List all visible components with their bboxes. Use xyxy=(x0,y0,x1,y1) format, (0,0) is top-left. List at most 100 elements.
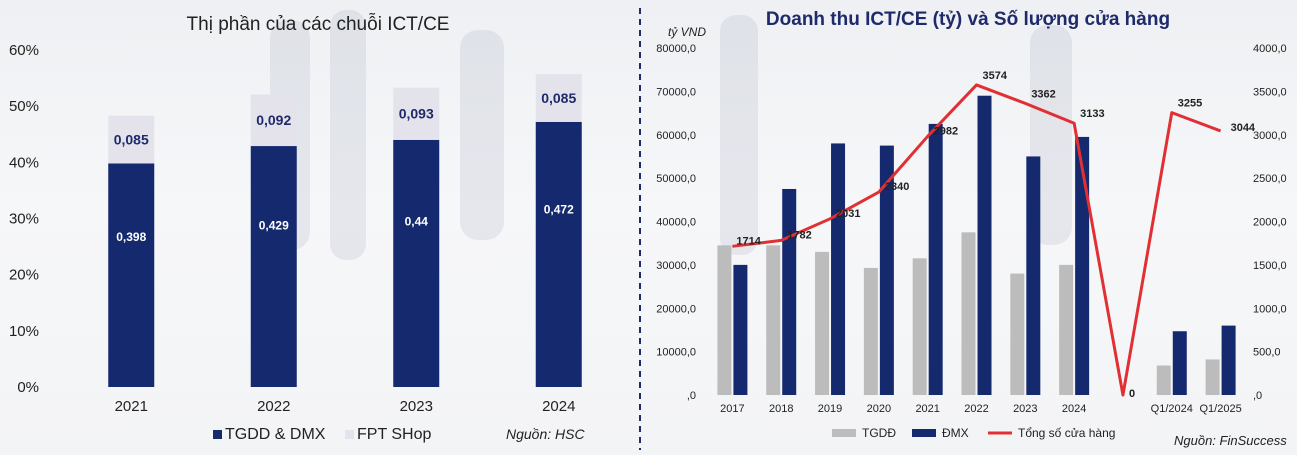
bar-tgdd xyxy=(912,258,927,395)
y-right-tick-label: 2500,0 xyxy=(1253,173,1287,185)
line-store-count xyxy=(732,83,1222,397)
data-label-store-count: 3574 xyxy=(983,70,1008,82)
x-tick-label: 2022 xyxy=(257,398,290,415)
y-right-tick-label: 3500,0 xyxy=(1253,86,1287,98)
legend-swatch-dmx xyxy=(912,429,936,437)
bar-tgdd-dmx xyxy=(250,146,297,387)
y-right-tick-label: ,0 xyxy=(1253,390,1262,402)
x-tick-label: 2021 xyxy=(915,403,939,415)
x-tick-label: 2017 xyxy=(720,403,744,415)
y-left-tick-label: 10000,0 xyxy=(656,347,696,359)
bar-tgdd xyxy=(717,245,732,395)
source-note: Nguồn: FinSuccess xyxy=(1174,433,1287,448)
y-left-tick-label: ,0 xyxy=(687,390,696,402)
data-label-store-count: 3044 xyxy=(1231,122,1256,134)
x-tick-label: 2024 xyxy=(1062,403,1086,415)
y-left-tick-label: 50000,0 xyxy=(656,173,696,185)
bar-tgdd-dmx xyxy=(108,163,155,387)
x-tick-label: 2022 xyxy=(964,403,988,415)
bar-tgdd xyxy=(1205,359,1220,395)
source-note: Nguồn: HSC xyxy=(506,426,585,442)
bar-dmx xyxy=(733,264,748,395)
bar-dmx xyxy=(1172,331,1187,395)
data-label-store-count: 3362 xyxy=(1031,88,1055,100)
legend-label-tgdd: TGDĐ xyxy=(862,426,896,440)
bar-fpt-shop xyxy=(535,74,582,122)
left-axis-unit: tỷ VND xyxy=(668,25,706,39)
legend-label-tgdd-dmx: TGDD & DMX xyxy=(225,426,326,443)
bar-tgdd-dmx xyxy=(393,139,440,387)
bar-tgdd xyxy=(1156,365,1171,395)
y-tick-label: 40% xyxy=(9,154,39,171)
y-right-tick-label: 500,0 xyxy=(1253,347,1281,359)
bar-tgdd-dmx xyxy=(535,121,582,387)
x-tick-label: 2024 xyxy=(542,398,575,415)
legend-swatch-fpt-shop xyxy=(345,430,354,439)
x-tick-label: 2018 xyxy=(769,403,793,415)
bar-dmx xyxy=(1075,136,1090,395)
y-tick-label: 30% xyxy=(9,211,39,228)
x-tick-label: 2023 xyxy=(1013,403,1037,415)
bar-dmx xyxy=(879,145,894,395)
data-label-store-count: 1782 xyxy=(787,229,811,241)
x-tick-label: 2023 xyxy=(400,398,433,415)
y-tick-label: 0% xyxy=(17,379,39,396)
y-right-tick-label: 3000,0 xyxy=(1253,130,1287,142)
data-label-tgdd-dmx: 0,398 xyxy=(116,230,146,244)
data-label-fpt-shop: 0,093 xyxy=(399,106,434,122)
bar-fpt-shop xyxy=(393,87,440,140)
bar-dmx xyxy=(1221,325,1236,395)
bar-fpt-shop xyxy=(250,94,297,147)
bar-tgdd xyxy=(863,267,878,395)
data-label-store-count: 3133 xyxy=(1080,108,1104,120)
y-left-tick-label: 20000,0 xyxy=(656,303,696,315)
x-tick-label: 2021 xyxy=(115,398,148,415)
data-label-store-count: 2340 xyxy=(885,181,909,193)
y-right-tick-label: 1000,0 xyxy=(1253,303,1287,315)
legend-swatch-tgdd-dmx xyxy=(213,430,222,439)
bar-dmx xyxy=(1026,156,1041,395)
chart-title: Thị phần của các chuỗi ICT/CE xyxy=(187,13,450,35)
x-tick-label: 2019 xyxy=(818,403,842,415)
y-tick-label: 60% xyxy=(9,42,39,59)
bar-dmx xyxy=(977,95,992,396)
y-tick-label: 10% xyxy=(9,323,39,340)
y-left-tick-label: 30000,0 xyxy=(656,260,696,272)
x-tick-label: Q1/2024 xyxy=(1151,403,1193,415)
bar-dmx xyxy=(782,188,797,395)
data-label-tgdd-dmx: 0,44 xyxy=(405,214,429,228)
legend-label-fpt-shop: FPT SHop xyxy=(357,426,432,443)
bar-tgdd xyxy=(1059,264,1074,395)
y-tick-label: 20% xyxy=(9,267,39,284)
bar-fpt-shop xyxy=(108,115,155,164)
data-label-tgdd-dmx: 0,472 xyxy=(544,202,574,216)
y-tick-label: 50% xyxy=(9,98,39,115)
data-label-fpt-shop: 0,085 xyxy=(114,132,149,148)
x-tick-label: Q1/2025 xyxy=(1199,403,1241,415)
y-right-tick-label: 1500,0 xyxy=(1253,260,1287,272)
x-tick-label: 2020 xyxy=(867,403,891,415)
bar-tgdd xyxy=(766,245,781,395)
bar-tgdd xyxy=(1010,273,1025,395)
data-label-fpt-shop: 0,085 xyxy=(541,90,576,106)
y-right-tick-label: 2000,0 xyxy=(1253,217,1287,229)
data-label-tgdd-dmx: 0,429 xyxy=(259,219,289,233)
legend-swatch-tgdd xyxy=(832,429,856,437)
y-left-tick-label: 70000,0 xyxy=(656,86,696,98)
y-left-tick-label: 40000,0 xyxy=(656,217,696,229)
y-right-tick-label: 4000,0 xyxy=(1253,43,1287,55)
revenue-stores-chart: Doanh thu ICT/CE (tỷ) và Số lượng cửa hà… xyxy=(656,9,1287,448)
data-label-store-count: 2982 xyxy=(934,125,958,137)
y-left-tick-label: 60000,0 xyxy=(656,130,696,142)
data-label-store-count: 3255 xyxy=(1178,98,1202,110)
bar-tgdd xyxy=(961,232,976,395)
data-label-store-count: 1714 xyxy=(736,235,761,247)
data-label-fpt-shop: 0,092 xyxy=(256,112,291,128)
bar-tgdd xyxy=(815,251,830,395)
data-label-store-count: 2031 xyxy=(836,208,860,220)
bar-dmx xyxy=(831,143,846,395)
data-label-store-count: 0 xyxy=(1129,388,1135,400)
legend-label-store-count: Tổng số cửa hàng xyxy=(1018,426,1115,440)
market-share-chart: Thị phần của các chuỗi ICT/CE 0% 10% 20% 30%… xyxy=(9,13,586,443)
